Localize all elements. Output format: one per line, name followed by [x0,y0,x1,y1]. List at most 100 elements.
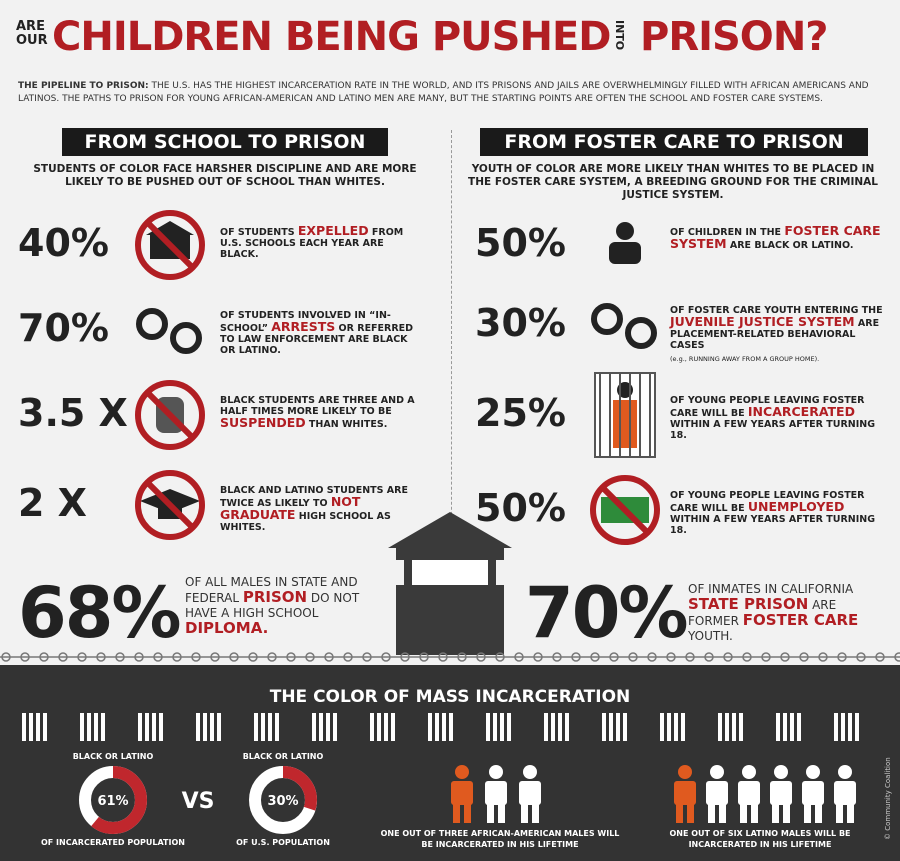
baby-head [616,222,634,240]
cell-bar [507,713,511,741]
baby-body [609,242,641,264]
cell-bar [841,713,845,741]
person-leg [453,803,460,823]
intro-text: THE U.S. HAS THE HIGHEST INCARCERATION R… [18,81,869,104]
cell-bar [674,713,678,741]
text: OF STUDENTS [220,227,298,238]
wire-knot [172,652,182,662]
text: OR REFERRED TO LAW ENFORCEMENT ARE BLACK… [220,323,414,356]
person-leg [719,803,726,823]
wire-knot [856,652,866,662]
emphasis: SUSPENDED [220,415,306,430]
wire-knot [761,652,771,662]
wire-knot [20,652,30,662]
person-head [523,765,537,779]
cell-bar [544,713,548,741]
stat-figure: 50% [475,221,566,265]
text: OF CHILDREN IN THE [670,227,785,238]
cell-bar [275,713,279,741]
emphasis: FOSTER CARE [742,611,859,629]
text: ARE BLACK OR LATINO. [726,240,854,251]
person-leg [532,803,539,823]
cell-bar [667,713,671,741]
person-body [519,781,541,805]
text: HIGH SCHOOL AS WHITES. [220,511,391,533]
wire-knot [666,652,676,662]
cell-bar [326,713,330,741]
cell-bar [602,713,606,741]
stat-figure: 30% [475,301,566,345]
person-head [742,765,756,779]
stat-text: OF FOSTER CARE YOUTH ENTERING THE JUVENI… [670,305,885,365]
donut-bottom: OF INCARCERATED POPULATION [41,838,185,847]
emphasis: PRISON [242,588,308,606]
big-text: OF ALL MALES IN STATE AND FEDERAL PRISON… [185,575,380,637]
person-head [774,765,788,779]
cell-bar [558,713,562,741]
donut-label: 61% [97,794,128,809]
cell-bar [718,713,722,741]
title-end: PRISON? [640,14,828,60]
stat-text: OF YOUNG PEOPLE LEAVING FOSTER CARE WILL… [670,395,885,441]
person-leg [772,803,779,823]
wire-knot [875,652,885,662]
wire-knot [362,652,372,662]
ban-slash [600,485,650,535]
dark-band [0,665,900,861]
person-body [738,781,760,805]
cell-bar [145,713,149,741]
person-body [674,781,696,805]
cell-bar [29,713,33,741]
wire-knot [381,652,391,662]
stat-text: BLACK AND LATINO STUDENTS ARE TWICE AS L… [220,485,425,533]
credit: © Community Coalition [884,757,892,840]
cuff [591,303,623,335]
wire-knot [799,652,809,662]
cell-bar [22,713,26,741]
wire-knot [305,652,315,662]
text: OF ALL MALES IN STATE AND FEDERAL [185,575,358,605]
title-pre: ARE OUR [16,19,48,48]
donut-bottom: OF U.S. POPULATION [236,838,330,847]
person-leg [836,803,843,823]
wire-knot [552,652,562,662]
cell-bar [217,713,221,741]
big-text: OF INMATES IN CALIFORNIA STATE PRISON AR… [688,582,868,644]
stat-figure: 70% [18,306,109,350]
wire-knot [685,652,695,662]
person-leg [751,803,758,823]
stat-figure: 40% [18,221,109,265]
cell-bar [384,713,388,741]
ban-slash [145,390,195,440]
text: OF FOSTER CARE YOUTH ENTERING THE [670,305,883,316]
person-head [489,765,503,779]
divider [451,130,452,550]
text: OF STUDENTS INVOLVED IN “IN-SCHOOL” [220,310,391,334]
wire-knot [495,652,505,662]
cell-bar [725,713,729,741]
person-leg [783,803,790,823]
stat-text: BLACK STUDENTS ARE THREE AND A HALF TIME… [220,395,425,430]
ban-ring [135,210,205,280]
big-figure: 70% [525,572,689,654]
person-head [806,765,820,779]
cell-bar [660,713,664,741]
wire-knot [894,652,900,662]
person-leg [708,803,715,823]
person-leg [804,803,811,823]
text: WITHIN A FEW YEARS AFTER TURNING 18. [670,419,876,441]
school-subheading: STUDENTS OF COLOR FACE HARSHER DISCIPLIN… [33,163,417,188]
wire-knot [96,652,106,662]
cell-bar [848,713,852,741]
person-body [770,781,792,805]
ban-slash [145,480,195,530]
person-leg [740,803,747,823]
person-head [838,765,852,779]
text: FROM U.S. SCHOOLS EACH YEAR ARE BLACK. [220,227,404,260]
ban-ring [135,380,205,450]
cell-bar [783,713,787,741]
person-head [710,765,724,779]
vs: VS [182,789,215,814]
school-heading: FROM SCHOOL TO PRISON [62,128,388,156]
person-body [451,781,473,805]
